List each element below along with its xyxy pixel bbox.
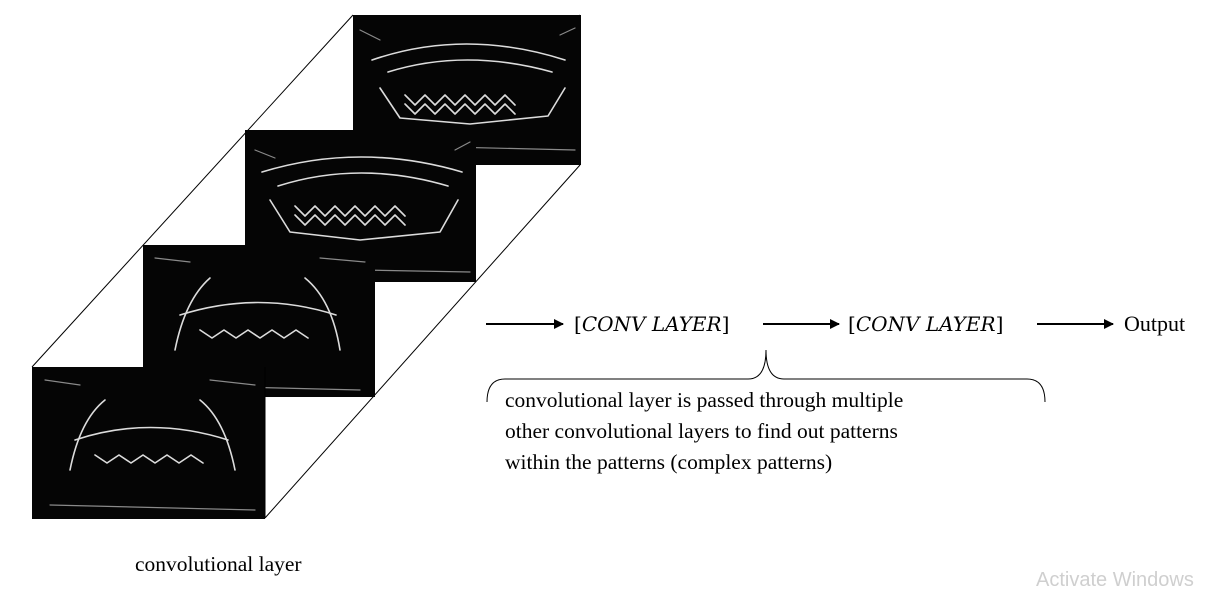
feature-map-1 (32, 367, 265, 519)
explanation-line: within the patterns (complex patterns) (505, 450, 833, 474)
explanation-line: other convolutional layers to find out p… (505, 419, 898, 443)
conv-layer-2-label: [CONV LAYER] (848, 312, 1003, 336)
diagram-canvas: [CONV LAYER] [CONV LAYER] Output (31, 14, 1185, 519)
layer-caption: convolutional layer (135, 552, 302, 576)
explanation-line: convolutional layer is passed through mu… (505, 388, 904, 412)
activate-windows-watermark: Activate Windows (1036, 569, 1194, 591)
conv-layer-1-label: [CONV LAYER] (574, 312, 729, 336)
curly-brace (486, 349, 1046, 403)
output-label: Output (1124, 311, 1185, 336)
explanation-text: convolutional layer is passed through mu… (505, 385, 1025, 478)
pipeline: [CONV LAYER] [CONV LAYER] Output (486, 311, 1185, 336)
